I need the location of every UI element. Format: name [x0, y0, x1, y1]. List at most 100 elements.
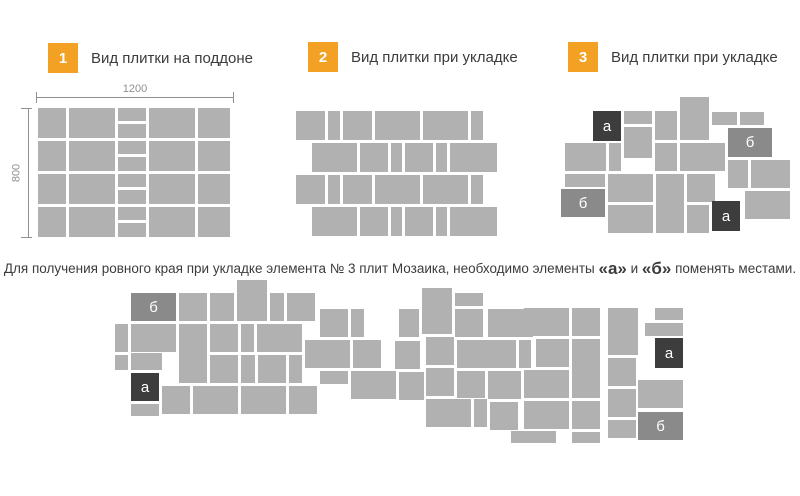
tile [450, 143, 497, 172]
section-header-2: 2 Вид плитки при укладке [308, 42, 518, 72]
tile [426, 368, 454, 396]
section-number-badge: 1 [48, 43, 78, 73]
section-number-badge: 3 [568, 42, 598, 72]
tile [712, 112, 737, 125]
tile [395, 341, 420, 369]
tile [490, 402, 518, 430]
tile [524, 308, 569, 336]
note-element-a: «а» [598, 258, 627, 278]
tile [391, 143, 402, 172]
tile [296, 175, 325, 204]
tile [450, 207, 497, 236]
tile [131, 324, 176, 352]
tile [149, 207, 195, 237]
tile [436, 207, 447, 236]
tile-b-highlighted: б [728, 128, 772, 157]
tile-b-highlighted: б [561, 189, 605, 217]
tile [179, 324, 207, 383]
tile [69, 174, 115, 204]
tile [118, 124, 146, 138]
tile [536, 339, 569, 367]
tile [624, 111, 652, 124]
tile [426, 399, 471, 427]
tile [149, 108, 195, 138]
note-part: поменять местами. [671, 260, 797, 276]
tile [751, 160, 790, 188]
tile [687, 205, 709, 233]
tile-a-highlighted: а [593, 111, 621, 141]
tile [426, 337, 454, 365]
tile [198, 174, 230, 204]
section-header-1: 1 Вид плитки на поддоне [48, 43, 253, 73]
tile [270, 293, 284, 321]
section-title: Вид плитки при укладке [351, 48, 518, 66]
tile [608, 205, 653, 233]
section-header-3: 3 Вид плитки при укладке [568, 42, 778, 72]
tile [118, 157, 146, 171]
dimension-tick [21, 108, 32, 109]
tile [193, 386, 238, 414]
tile [241, 386, 286, 414]
tile [237, 280, 267, 321]
dimension-line [36, 97, 234, 98]
tile [360, 207, 388, 236]
tile [422, 288, 452, 334]
tile [572, 308, 600, 336]
tile [687, 174, 715, 202]
note-part: и [626, 260, 642, 276]
tile [399, 372, 424, 400]
tile [343, 175, 372, 204]
tile [608, 420, 636, 438]
tile [210, 293, 234, 321]
tile [198, 207, 230, 237]
tile [645, 323, 683, 336]
section-number-badge: 2 [308, 42, 338, 72]
tile-b-highlighted: б [131, 293, 176, 321]
tile [162, 386, 190, 414]
tile [511, 431, 556, 443]
tile [131, 404, 159, 416]
tile [38, 141, 66, 171]
tile [728, 160, 748, 188]
tile [405, 207, 433, 236]
dimension-line [28, 108, 29, 238]
tile [320, 309, 348, 337]
tile [608, 389, 636, 417]
tile [115, 324, 128, 352]
tile [343, 111, 372, 140]
tile [455, 309, 483, 337]
tile [524, 370, 569, 398]
note-text: Для получения ровного края при укладке э… [0, 258, 800, 280]
tile [38, 108, 66, 138]
tile-a-highlighted: а [131, 373, 159, 401]
tile [241, 324, 254, 352]
tile [609, 143, 621, 171]
dimension-tick [21, 237, 32, 238]
tile [287, 293, 315, 321]
tile [638, 380, 683, 408]
tile [572, 339, 600, 398]
tile [38, 174, 66, 204]
tile [680, 143, 725, 171]
tile [210, 324, 238, 352]
tile [680, 97, 709, 140]
tile [488, 340, 516, 368]
tile [375, 111, 420, 140]
tile [405, 143, 433, 172]
tile [210, 355, 238, 383]
note-part: Для получения ровного края при укладке э… [3, 260, 599, 276]
tile [179, 293, 207, 321]
tile [351, 309, 364, 337]
tile [328, 111, 340, 140]
tile [608, 308, 638, 355]
tile [296, 111, 325, 140]
tile [423, 111, 468, 140]
tile [399, 309, 419, 337]
tile [118, 108, 146, 121]
tile [118, 174, 146, 187]
tile [656, 174, 684, 233]
tile [198, 108, 230, 138]
